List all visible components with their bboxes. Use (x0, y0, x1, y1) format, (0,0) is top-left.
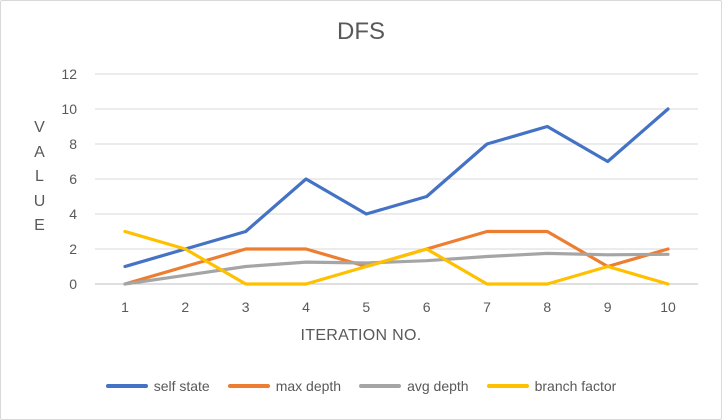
y-tick-label: 4 (69, 206, 77, 222)
y-tick-label: 2 (69, 241, 77, 257)
legend-swatch (105, 384, 148, 388)
legend-label: max depth (275, 378, 342, 394)
legend-swatch (359, 384, 402, 388)
x-tick-label: 3 (242, 299, 250, 315)
y-tick-label: 12 (61, 66, 77, 82)
legend-item: branch factor (486, 378, 617, 394)
legend-label: avg depth (407, 378, 469, 394)
legend-label: self state (153, 378, 210, 394)
x-axis-label: ITERATION NO. (300, 327, 422, 344)
x-tick-label: 7 (483, 299, 491, 315)
legend-swatch (486, 384, 529, 388)
x-tick-label: 10 (660, 299, 676, 315)
y-tick-label: 6 (69, 171, 77, 187)
y-axis-label-letter: A (34, 143, 46, 161)
y-tick-label: 10 (61, 101, 77, 117)
legend-item: max depth (227, 378, 342, 394)
x-tick-label: 4 (302, 299, 310, 315)
y-axis-label-letter: V (34, 119, 46, 136)
series-line-avg-depth (123, 251, 670, 286)
y-tick-label: 0 (69, 276, 77, 292)
series-line-self-state (123, 107, 670, 269)
legend: self state max depth avg depth branch facto… (0, 378, 722, 394)
chart-title: DFS (337, 18, 385, 45)
y-axis-label-letter: U (33, 192, 47, 210)
x-tick-label: 1 (121, 299, 129, 315)
legend-label: branch factor (534, 378, 617, 394)
x-tick-label: 6 (423, 299, 431, 315)
y-axis-label-letter: L (35, 168, 45, 185)
x-tick-label: 5 (362, 299, 370, 315)
legend-swatch (227, 384, 270, 388)
x-tick-label: 2 (181, 299, 189, 315)
legend-item: self state (105, 378, 210, 394)
legend-item: avg depth (359, 378, 469, 394)
series-line-branch-factor (123, 229, 670, 286)
y-axis-label-letter: E (34, 217, 46, 234)
x-tick-label: 9 (604, 299, 612, 315)
y-tick-label: 8 (69, 136, 77, 152)
x-tick-label: 8 (543, 299, 551, 315)
